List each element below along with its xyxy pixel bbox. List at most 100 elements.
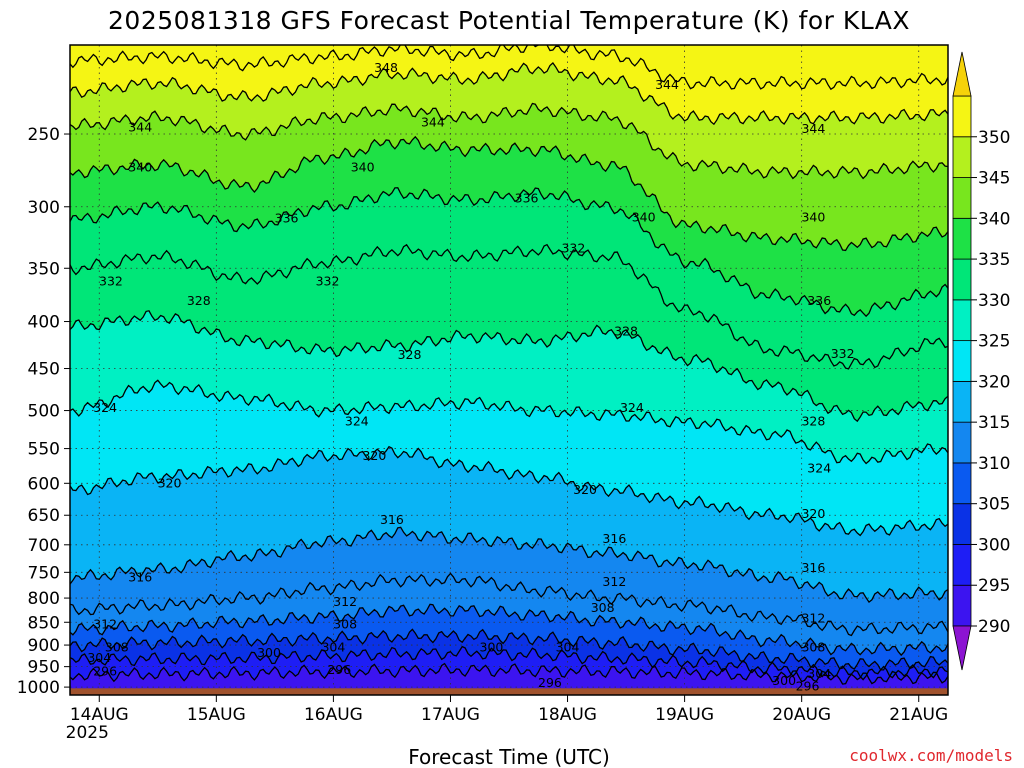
y-tick-label: 750 [28, 563, 60, 583]
contour-label: 332 [99, 274, 123, 289]
isentrope-336 [70, 187, 948, 318]
isentrope-352 [70, 45, 948, 91]
y-tick-label: 650 [28, 506, 60, 526]
color-band-11 [70, 136, 948, 317]
contour-label: 308 [801, 640, 825, 655]
isentrope-332 [70, 243, 948, 370]
contour-label: 324 [807, 460, 831, 475]
colorbar-swatch [952, 544, 972, 586]
color-band-8 [70, 310, 948, 464]
y-tick-label: 800 [28, 589, 60, 609]
contour-label: 304 [807, 666, 831, 681]
contour-label: 332 [561, 240, 585, 255]
contour-label: 316 [602, 531, 626, 546]
contour-label: 344 [801, 121, 825, 136]
y-tick-label: 250 [28, 125, 60, 145]
colorbar-top-arrow [952, 51, 972, 97]
contour-label: 316 [380, 512, 404, 527]
color-band-10 [70, 187, 948, 369]
contour-labels: 348 344 344 344 344 340 340 340 340 336 336 336 332 3… [87, 60, 854, 693]
contour-label: 304 [321, 640, 345, 655]
color-band-7 [70, 380, 948, 536]
colorbar-swatch [952, 95, 972, 138]
y-tick-label: 1000 [17, 678, 60, 698]
colorbar-swatch [952, 421, 972, 464]
contour-label: 344 [421, 115, 445, 130]
colorbar-tick-label: 320 [978, 372, 1010, 392]
x-tick-label: 20AUG [772, 705, 831, 725]
contour-label: 300 [772, 673, 796, 688]
x-tick-label: 21AUG [889, 705, 948, 725]
color-band-5 [70, 527, 948, 636]
contour-label: 344 [128, 120, 152, 135]
contour-label: 332 [316, 274, 340, 289]
contour-label: 340 [632, 209, 656, 224]
colorbar-swatch [952, 258, 972, 301]
colorbar-swatch [952, 503, 972, 545]
colorbar-swatch [952, 340, 972, 382]
x-tick-label: 14AUG [70, 705, 129, 725]
contour-label: 300 [257, 645, 281, 660]
contour-label: 348 [374, 60, 398, 75]
color-band-1 [70, 646, 948, 685]
contour-label: 336 [807, 293, 831, 308]
y-tick-label: 550 [28, 440, 60, 460]
colorbar-tick-label: 330 [978, 291, 1010, 311]
contour-label: 340 [801, 209, 825, 224]
colorbar-tick-label: 300 [978, 535, 1010, 555]
x-tick-label: 17AUG [421, 705, 480, 725]
contour-label: 324 [93, 400, 117, 415]
x-axis-label: Forecast Time (UTC) [408, 745, 610, 768]
contour-label: 312 [93, 617, 117, 632]
contour-label: 320 [158, 475, 182, 490]
colorbar-tick-label: 335 [978, 250, 1010, 270]
isentrope-316 [70, 526, 948, 604]
contour-label: 296 [93, 664, 117, 679]
y-tick-label: 450 [28, 360, 60, 380]
colorbar-swatch [952, 136, 972, 178]
x-tick-sublabel: 2025 [66, 723, 109, 743]
contour-label: 316 [128, 570, 152, 585]
credit-label: coolwx.com/models [849, 746, 1013, 765]
chart-title: 2025081318 GFS Forecast Potential Temper… [108, 6, 910, 35]
x-tick-label: 16AUG [304, 705, 363, 725]
colorbar-tick-label: 315 [978, 413, 1010, 433]
contour-label: 312 [333, 594, 357, 609]
isentrope-lines [70, 45, 948, 685]
contour-label: 300 [480, 640, 504, 655]
contour-label: 304 [556, 640, 580, 655]
isentrope-304 [70, 628, 948, 671]
isentrope-308 [70, 603, 948, 657]
contour-label: 320 [801, 506, 825, 521]
contour-label: 320 [573, 482, 597, 497]
y-tick-label: 400 [28, 313, 60, 333]
contour-label: 332 [831, 346, 855, 361]
isentrope-340 [70, 135, 948, 252]
isentrope-312 [70, 572, 948, 637]
color-bands [70, 45, 948, 695]
contour-label: 324 [620, 400, 644, 415]
isentrope-300 [70, 645, 948, 681]
plot-frame [69, 44, 949, 696]
contour-label: 324 [345, 414, 369, 429]
contour-label: 328 [801, 414, 825, 429]
contour-label: 344 [655, 77, 679, 92]
colorbar-swatch [952, 584, 972, 627]
isentrope-324 [70, 379, 948, 465]
y-tick-label: 900 [28, 636, 60, 656]
colorbar-tick-label: 310 [978, 454, 1010, 474]
colorbar-tick-label: 325 [978, 332, 1010, 352]
contour-label: 312 [602, 574, 626, 589]
y-tick-label: 300 [28, 198, 60, 218]
isentrope-344 [70, 102, 948, 180]
colorbar-tick-label: 295 [978, 576, 1010, 596]
contour-label: 296 [538, 675, 562, 690]
y-tick-label: 850 [28, 613, 60, 633]
color-band-4 [70, 573, 948, 656]
contour-label: 308 [105, 640, 129, 655]
isentrope-328 [70, 310, 948, 423]
ground [70, 688, 948, 695]
colorbar-tick-label: 305 [978, 495, 1010, 515]
